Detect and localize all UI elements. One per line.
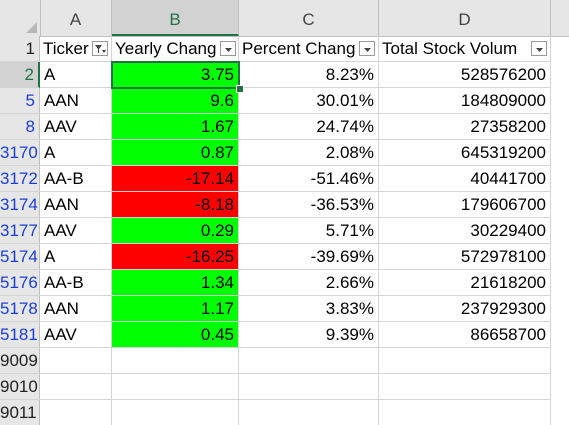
ticker-cell[interactable]: AAV: [40, 114, 112, 140]
yearly-change-cell[interactable]: 1.67: [112, 114, 239, 140]
filter-active-icon[interactable]: [92, 41, 108, 56]
ticker-cell[interactable]: A: [40, 244, 112, 270]
percent-change-cell[interactable]: 9.39%: [239, 322, 379, 348]
select-all-corner[interactable]: [0, 0, 41, 36]
yearly-change-cell[interactable]: -17.14: [112, 166, 239, 192]
row-header[interactable]: 3177: [0, 218, 40, 244]
percent-change-cell[interactable]: 30.01%: [239, 88, 379, 114]
row-header[interactable]: 9009: [0, 348, 40, 374]
empty-cell[interactable]: [40, 400, 112, 425]
total-volume-cell[interactable]: 184809000: [379, 88, 551, 114]
ticker-cell[interactable]: AA-B: [40, 270, 112, 296]
column-header-bar: [0, 0, 569, 37]
percent-change-cell[interactable]: -39.69%: [239, 244, 379, 270]
empty-cell[interactable]: [379, 400, 551, 425]
dropdown-arrow-icon[interactable]: [220, 41, 236, 56]
total-volume-cell[interactable]: 179606700: [379, 192, 551, 218]
row-header[interactable]: 8: [0, 114, 40, 140]
row-header[interactable]: 5176: [0, 270, 40, 296]
header-cell-ticker[interactable]: Ticker: [40, 36, 112, 62]
ticker-cell[interactable]: A: [40, 62, 112, 88]
empty-cell[interactable]: [239, 374, 379, 400]
row-header[interactable]: 5181: [0, 322, 40, 348]
row-header[interactable]: 3174: [0, 192, 40, 218]
empty-cell[interactable]: [379, 348, 551, 374]
empty-cell[interactable]: [40, 348, 112, 374]
column-header-b[interactable]: B: [112, 0, 239, 36]
total-volume-cell[interactable]: 645319200: [379, 140, 551, 166]
ticker-cell[interactable]: AAV: [40, 218, 112, 244]
ticker-cell[interactable]: AAN: [40, 88, 112, 114]
percent-change-cell[interactable]: -36.53%: [239, 192, 379, 218]
row-header[interactable]: 1: [0, 36, 40, 62]
yearly-change-cell[interactable]: 0.45: [112, 322, 239, 348]
column-header-c[interactable]: C: [239, 0, 379, 36]
percent-change-cell[interactable]: 5.71%: [239, 218, 379, 244]
yearly-change-cell[interactable]: 0.29: [112, 218, 239, 244]
row-header[interactable]: 5: [0, 88, 40, 114]
row-header[interactable]: 2: [0, 62, 40, 88]
row-header[interactable]: 5174: [0, 244, 40, 270]
total-volume-cell[interactable]: 30229400: [379, 218, 551, 244]
yearly-change-cell[interactable]: 1.34: [112, 270, 239, 296]
empty-cell[interactable]: [112, 400, 239, 425]
ticker-cell[interactable]: AA-B: [40, 166, 112, 192]
select-all-triangle-icon: [26, 22, 37, 33]
yearly-change-cell[interactable]: -8.18: [112, 192, 239, 218]
percent-change-cell[interactable]: -51.46%: [239, 166, 379, 192]
empty-cell[interactable]: [112, 348, 239, 374]
empty-cell[interactable]: [379, 374, 551, 400]
header-cell-total-volume[interactable]: Total Stock Volum: [379, 36, 551, 62]
fill-handle[interactable]: [236, 85, 244, 93]
total-volume-cell[interactable]: 572978100: [379, 244, 551, 270]
total-volume-cell[interactable]: 86658700: [379, 322, 551, 348]
yearly-change-cell[interactable]: -16.25: [112, 244, 239, 270]
header-percent-change-label: Percent Chang: [242, 39, 356, 58]
percent-change-cell[interactable]: 2.66%: [239, 270, 379, 296]
ticker-cell[interactable]: AAV: [40, 322, 112, 348]
empty-cell[interactable]: [239, 348, 379, 374]
row-header[interactable]: 3170: [0, 140, 40, 166]
empty-cell[interactable]: [112, 374, 239, 400]
total-volume-cell[interactable]: 21618200: [379, 270, 551, 296]
percent-change-cell[interactable]: 24.74%: [239, 114, 379, 140]
yearly-change-cell[interactable]: 1.17: [112, 296, 239, 322]
empty-cell[interactable]: [40, 374, 112, 400]
percent-change-cell[interactable]: 2.08%: [239, 140, 379, 166]
header-cell-percent-change[interactable]: Percent Chang: [239, 36, 379, 62]
row-header[interactable]: 5178: [0, 296, 40, 322]
ticker-cell[interactable]: AAN: [40, 296, 112, 322]
ticker-cell[interactable]: AAN: [40, 192, 112, 218]
total-volume-cell[interactable]: 40441700: [379, 166, 551, 192]
header-total-volume-label: Total Stock Volum: [382, 39, 518, 58]
row-header[interactable]: 9010: [0, 374, 40, 400]
header-yearly-change-label: Yearly Chang: [115, 39, 217, 58]
yearly-change-cell[interactable]: 3.75: [112, 62, 239, 88]
dropdown-arrow-icon[interactable]: [531, 41, 547, 56]
total-volume-cell[interactable]: 237929300: [379, 296, 551, 322]
header-ticker-label: Ticker: [43, 39, 89, 58]
column-header-d[interactable]: D: [379, 0, 551, 36]
dropdown-arrow-icon[interactable]: [359, 41, 375, 56]
percent-change-cell[interactable]: 8.23%: [239, 62, 379, 88]
column-header-a[interactable]: A: [40, 0, 112, 36]
yearly-change-cell[interactable]: 9.6: [112, 88, 239, 114]
total-volume-cell[interactable]: 528576200: [379, 62, 551, 88]
row-header[interactable]: 9011: [0, 400, 40, 425]
total-volume-cell[interactable]: 27358200: [379, 114, 551, 140]
row-header[interactable]: 3172: [0, 166, 40, 192]
ticker-cell[interactable]: A: [40, 140, 112, 166]
empty-cell[interactable]: [239, 400, 379, 425]
yearly-change-cell[interactable]: 0.87: [112, 140, 239, 166]
percent-change-cell[interactable]: 3.83%: [239, 296, 379, 322]
